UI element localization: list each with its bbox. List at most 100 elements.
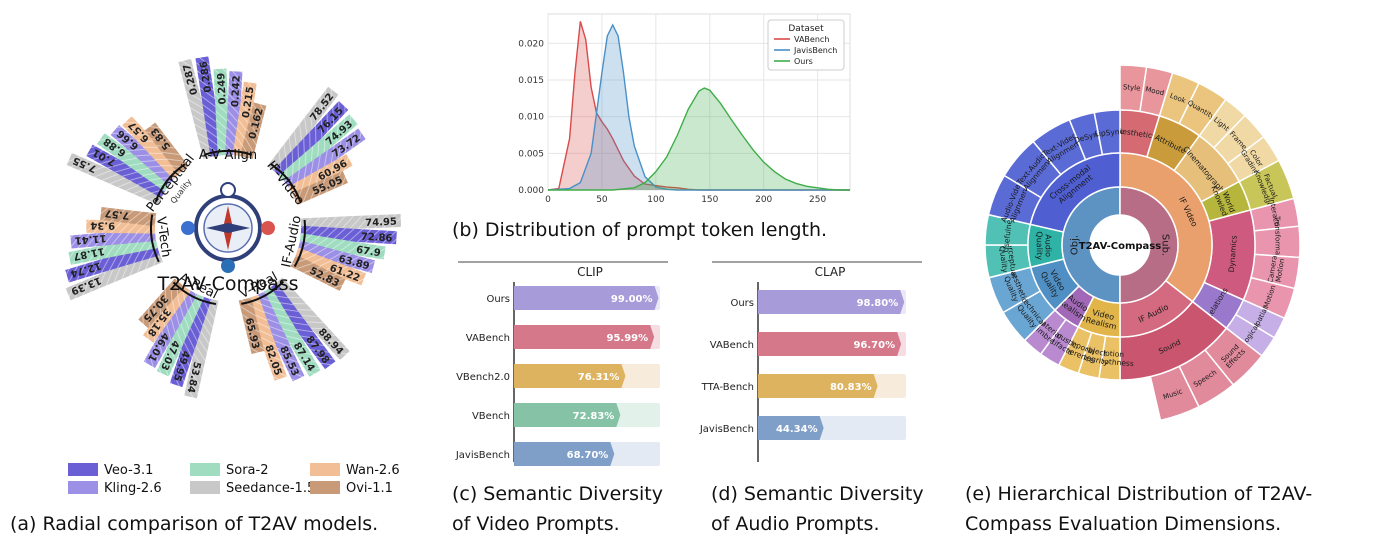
legend-swatch [310, 463, 340, 476]
radial-bar [65, 242, 160, 283]
bar-value-label: 68.70% [567, 450, 609, 461]
legend-swatch [68, 463, 98, 476]
radial-bar [142, 283, 191, 343]
legend-swatch [68, 481, 98, 494]
radial-bar [272, 277, 350, 360]
radial-bar [143, 288, 198, 368]
radial-bar-label: 0.249 [216, 72, 229, 104]
radial-bar [293, 247, 367, 286]
radial-bar-label: 0.286 [199, 60, 215, 93]
bar-value-label: 98.80% [857, 298, 899, 309]
radial-bar [299, 233, 386, 260]
document-icon [220, 182, 236, 198]
sunburst-outer-label: Dynamics [1227, 235, 1239, 273]
radial-bar-label: 74.95 [365, 217, 397, 229]
legend-swatch [190, 481, 220, 494]
sunburst-outer-label: LipSync [1094, 127, 1124, 139]
bar [758, 290, 905, 314]
category-label: JavisBench [455, 450, 510, 461]
y-tick-label: 0.000 [518, 186, 544, 196]
density-line [548, 87, 850, 191]
sunburst-outer-label: PerceptualQuality [997, 238, 1019, 279]
radial-bar-label: 11.41 [74, 232, 107, 246]
y-tick-label: 0.005 [518, 149, 544, 159]
radial-bar [169, 295, 212, 388]
caption-e-line2: Compass Evaluation Dimensions. [965, 513, 1281, 535]
category-label: Ours [486, 294, 510, 305]
sunburst-middle-label: AudioQuality [1035, 231, 1053, 260]
category-label: TTA-Bench [701, 382, 754, 393]
legend-label: JavisBench [793, 46, 837, 55]
legend-label: Ours [794, 57, 813, 66]
bar [514, 286, 659, 310]
chart-title: CLIP [577, 265, 603, 279]
category-label: VBench [472, 411, 510, 422]
caption-c-line1: (c) Semantic Diversity [452, 483, 663, 505]
category-label: VBench2.0 [456, 372, 510, 383]
audio-icon [261, 221, 275, 235]
radial-bar-group: 0.286 [195, 56, 224, 157]
legend-swatch [310, 481, 340, 494]
bar-value-label: 99.00% [611, 294, 653, 305]
radial-bar [97, 133, 173, 192]
legend-swatch [190, 463, 220, 476]
legend-label: Ovi-1.1 [346, 481, 393, 496]
radial-bar [232, 81, 257, 157]
x-tick-label: 150 [701, 195, 718, 205]
bar [758, 374, 878, 398]
caption-c-line2: of Video Prompts. [452, 513, 620, 535]
radial-bar-label: 0.242 [230, 75, 243, 107]
group-arc [172, 281, 217, 306]
caption-d-line2: of Audio Prompts. [711, 513, 880, 535]
sunburst-leaf-label: Transformation [1273, 215, 1282, 269]
bar-value-label: 72.83% [573, 411, 615, 422]
compass-icon [181, 182, 275, 273]
bar [758, 416, 824, 440]
density-area [548, 25, 850, 190]
group-arc [293, 219, 306, 267]
radial-bar [144, 122, 189, 175]
group-label: V-Tech [153, 216, 174, 258]
panel-e-sunburst-chart: Style MoodLookQuantityLightFrameColorGrad… [984, 64, 1301, 422]
chart-title: CLAP [815, 265, 846, 279]
group-arc [241, 280, 285, 305]
group-label: A-V Align [199, 148, 257, 163]
radial-bar [259, 287, 321, 377]
sunburst-center [1090, 215, 1150, 275]
radial-bar [245, 294, 287, 381]
sunburst-inner-label: Obj. [1070, 235, 1081, 255]
radial-bar [122, 116, 183, 180]
category-label: Ours [730, 298, 754, 309]
radial-bar-label: 72.86 [360, 232, 392, 245]
caption-e-line1: (e) Hierarchical Distribution of T2AV- [965, 483, 1312, 505]
legend-label: Wan-2.6 [346, 463, 400, 478]
bar [514, 403, 621, 427]
panel-d-clap-bar-chart: CLAP 98.80% Ours 96.70% VABench 80.83% TTA-Ben… [699, 261, 922, 462]
radial-bar [65, 249, 164, 301]
x-tick-label: 0 [545, 195, 551, 205]
group-arc [270, 163, 302, 203]
legend-label: Veo-3.1 [104, 463, 153, 478]
bar [514, 364, 626, 388]
legend-label: Sora-2 [226, 463, 268, 478]
bar [758, 332, 902, 356]
center-title: T2AV-Compass [156, 273, 298, 295]
x-tick-label: 50 [596, 195, 608, 205]
category-label: JavisBench [699, 424, 754, 435]
category-label: VABench [710, 340, 754, 351]
caption-b: (b) Distribution of prompt token length. [452, 219, 827, 241]
radial-bar-group: 74.95 [300, 213, 402, 232]
bar [514, 325, 655, 349]
radial-bar [278, 114, 358, 186]
x-tick-label: 250 [809, 195, 826, 205]
y-tick-label: 0.015 [518, 76, 544, 86]
radial-bar-label: 9.34 [90, 219, 115, 230]
caption-a: (a) Radial comparison of T2AV models. [10, 513, 378, 535]
x-tick-label: 100 [647, 195, 664, 205]
x-tick-label: 200 [755, 195, 772, 205]
y-tick-label: 0.020 [518, 39, 544, 49]
group-arc [154, 163, 186, 203]
